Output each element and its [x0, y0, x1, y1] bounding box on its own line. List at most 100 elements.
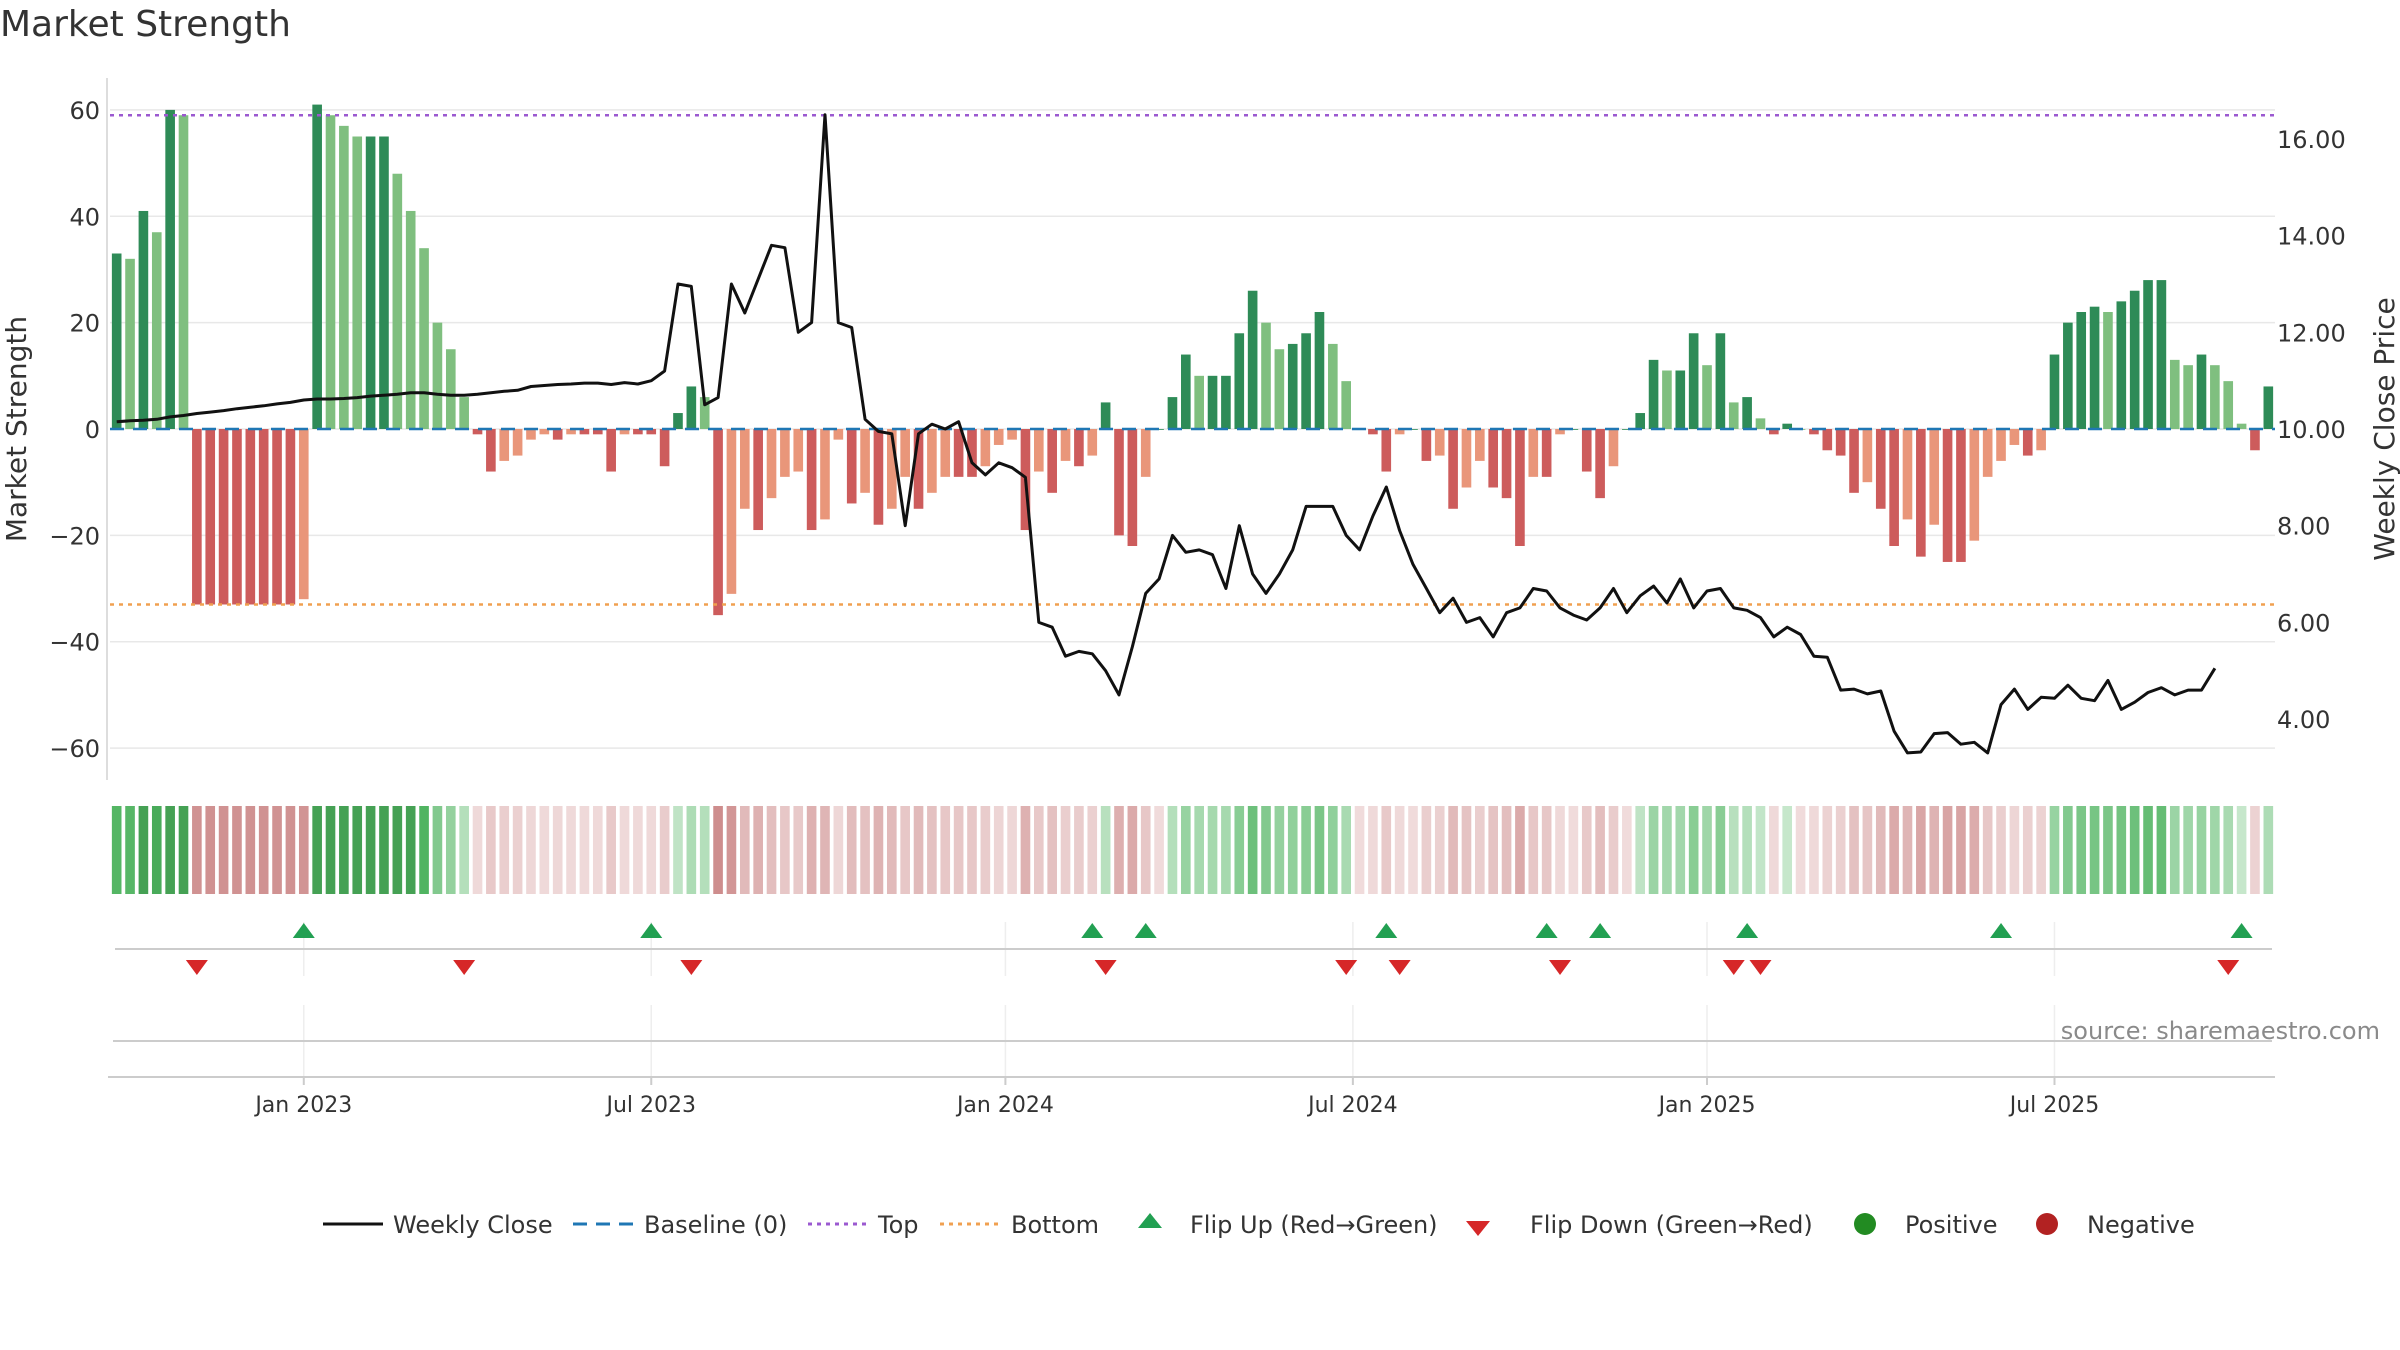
regime-cell [2223, 806, 2234, 894]
strength-bar [552, 429, 563, 440]
strength-bar [339, 125, 349, 429]
legend-positive: Positive [1905, 1211, 1998, 1239]
strength-bar [1475, 429, 1485, 461]
left-tick-label: −40 [49, 629, 100, 657]
strength-bar [659, 429, 670, 467]
flip-up-marker [1736, 923, 1759, 938]
left-tick-label: −60 [49, 735, 100, 763]
regime-cell [1181, 806, 1191, 894]
regime-cell [726, 806, 737, 894]
strength-bar [1501, 429, 1512, 499]
regime-cell [1728, 806, 1739, 894]
regime-cell [1942, 806, 1953, 894]
flip-down-marker [1749, 960, 1772, 975]
strength-bar [1835, 429, 1846, 456]
flip-down-marker [1722, 960, 1745, 975]
regime-cell [365, 806, 376, 894]
x-tick-label: Jul 2025 [2008, 1093, 2100, 1118]
flip-down-marker [1094, 960, 1117, 975]
regime-cell [1568, 806, 1579, 894]
regime-cell [1287, 806, 1298, 894]
strength-bar [205, 429, 216, 605]
strength-bar [1929, 429, 1940, 525]
regime-cell [606, 806, 616, 894]
strength-bar [1060, 429, 1071, 461]
flip-up-marker [1375, 923, 1398, 938]
strength-bar [1862, 429, 1873, 483]
strength-bar [1100, 402, 1111, 429]
strength-bar [1942, 429, 1953, 562]
strength-bar [298, 429, 309, 600]
regime-cell [1648, 806, 1659, 894]
strength-bar [1515, 429, 1525, 546]
regime-cell [405, 806, 416, 894]
regime-cell [646, 806, 657, 894]
regime-cell [232, 806, 242, 894]
regime-cell [419, 806, 429, 894]
right-tick-label: 10.00 [2277, 416, 2346, 444]
reference-lines [110, 113, 2275, 606]
flip-down-marker [2217, 960, 2240, 975]
strength-bar [967, 429, 977, 477]
strength-bar [1034, 429, 1044, 472]
regime-cell [512, 806, 523, 894]
regime-cell [245, 806, 256, 894]
source-note: source: sharemaestro.com [2061, 1017, 2380, 1045]
strength-bar [1769, 429, 1779, 435]
regime-cell [1902, 806, 1913, 894]
strength-bar [1956, 429, 1966, 562]
legend-top: Top [877, 1211, 919, 1239]
strength-bar [499, 429, 510, 461]
regime-cell [1221, 806, 1231, 894]
regime-cell [1795, 806, 1806, 894]
regime-cell [1047, 806, 1057, 894]
regime-cell [1929, 806, 1940, 894]
strength-bar [178, 115, 189, 430]
flip-down-marker [1549, 960, 1572, 975]
strength-bar [1662, 370, 1672, 429]
regime-cell [1769, 806, 1779, 894]
strength-bar [1715, 333, 1726, 429]
flip-down-marker [185, 960, 208, 975]
strength-bar [1782, 423, 1793, 429]
left-tick-label: −20 [49, 522, 100, 550]
strength-bar [192, 429, 202, 605]
regime-cell [2156, 806, 2167, 894]
strength-bar [860, 429, 870, 493]
strength-bar [125, 258, 135, 429]
strength-bar [686, 386, 697, 429]
strength-bar [285, 429, 296, 605]
regime-cell [2089, 806, 2100, 894]
strength-bar [592, 429, 603, 435]
regime-cell [993, 806, 1004, 894]
right-tick-label: 12.00 [2277, 319, 2346, 347]
strength-bar [539, 429, 550, 435]
left-tick-label: 0 [85, 416, 100, 444]
strength-bar [1742, 397, 1752, 429]
regime-cell [1007, 806, 1017, 894]
regime-cell [1702, 806, 1712, 894]
regime-cell [1100, 806, 1111, 894]
right-tick-label: 6.00 [2277, 609, 2330, 637]
regime-cell [1274, 806, 1285, 894]
regime-cell [325, 806, 336, 894]
regime-cell [1127, 806, 1138, 894]
regime-cell [1341, 806, 1351, 894]
strength-bar [1234, 333, 1245, 429]
strength-bar [2076, 312, 2087, 429]
strength-bar [1728, 402, 1739, 429]
legend: Weekly Close Baseline (0) Top Bottom Fli… [323, 1211, 2195, 1239]
regime-cell [111, 806, 122, 894]
strength-bar [379, 136, 389, 429]
regime-cell [165, 806, 175, 894]
x-tick-label: Jul 2024 [1306, 1093, 1398, 1118]
strength-bar [2223, 381, 2234, 429]
regime-cell [846, 806, 857, 894]
strength-bar [1127, 429, 1138, 546]
regime-cell [2143, 806, 2153, 894]
regime-cell [820, 806, 830, 894]
strength-bar [1140, 429, 1151, 477]
strength-bar [432, 322, 443, 429]
strength-bar [2009, 429, 2020, 445]
regime-cell [766, 806, 777, 894]
